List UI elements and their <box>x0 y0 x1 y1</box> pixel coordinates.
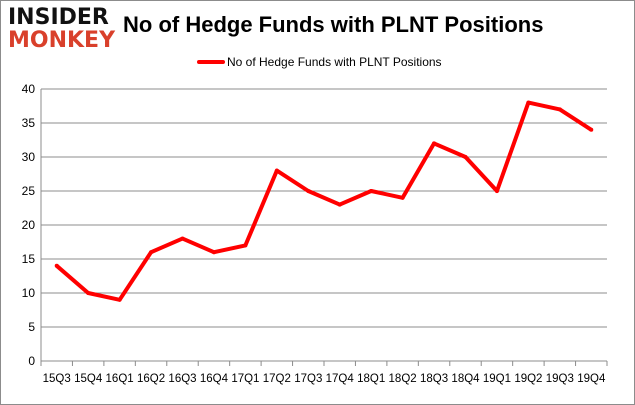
y-tick-label: 30 <box>22 150 36 164</box>
data-point <box>211 250 216 255</box>
legend: No of Hedge Funds with PLNT Positions <box>197 55 442 69</box>
data-point <box>526 100 531 105</box>
data-point <box>557 107 562 112</box>
data-point <box>180 236 185 241</box>
y-tick-label: 20 <box>22 218 36 232</box>
y-tick-label: 10 <box>22 286 36 300</box>
x-tick-label: 19Q2 <box>514 373 542 385</box>
legend-label: No of Hedge Funds with PLNT Positions <box>227 55 442 69</box>
data-point <box>369 189 374 193</box>
data-point <box>494 189 499 193</box>
x-tick-label: 17Q3 <box>294 373 322 385</box>
x-tick-label: 19Q1 <box>483 373 511 385</box>
x-tick-label: 19Q3 <box>546 373 574 385</box>
y-tick-label: 15 <box>22 252 36 266</box>
insider-monkey-logo: INSIDER MONKEY <box>8 7 118 53</box>
y-tick-label: 0 <box>28 354 35 368</box>
y-tick-label: 5 <box>28 320 35 334</box>
x-tick-label: 17Q4 <box>326 373 355 385</box>
data-point <box>306 189 311 193</box>
logo-line2: MONKEY <box>8 28 116 53</box>
data-point <box>337 202 342 207</box>
data-point <box>86 291 91 295</box>
legend-swatch <box>197 60 225 64</box>
data-point <box>589 127 594 132</box>
x-tick-label: 18Q3 <box>420 373 448 385</box>
x-tick-label: 15Q3 <box>43 373 71 385</box>
data-point <box>117 297 122 302</box>
data-point <box>54 263 59 268</box>
x-tick-label: 19Q4 <box>577 373 606 385</box>
logo-line1: INSIDER <box>8 5 109 30</box>
x-tick-label: 15Q4 <box>74 373 103 385</box>
x-tick-label: 16Q4 <box>200 373 229 385</box>
data-point <box>274 168 279 173</box>
data-point <box>400 195 405 200</box>
x-tick-label: 18Q4 <box>451 373 480 385</box>
x-tick-label: 17Q2 <box>263 373 291 385</box>
x-tick-label: 18Q1 <box>357 373 385 385</box>
x-tick-label: 16Q2 <box>137 373 165 385</box>
x-tick-label: 16Q3 <box>168 373 196 385</box>
y-tick-label: 35 <box>22 116 36 130</box>
series-line <box>55 100 593 302</box>
data-point <box>463 155 468 159</box>
chart-title: No of Hedge Funds with PLNT Positions <box>123 12 544 37</box>
data-point <box>149 250 154 255</box>
data-point <box>432 141 437 146</box>
y-tick-label: 40 <box>22 82 36 96</box>
data-point <box>243 243 248 248</box>
y-tick-label: 25 <box>22 184 36 198</box>
x-tick-label: 17Q1 <box>231 373 259 385</box>
x-tick-label: 18Q2 <box>389 373 417 385</box>
x-tick-label: 16Q1 <box>106 373 134 385</box>
